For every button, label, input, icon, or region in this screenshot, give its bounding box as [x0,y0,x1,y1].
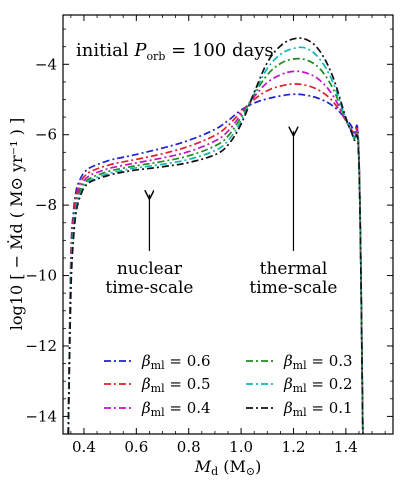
plot-frame [62,14,394,435]
x-tick-label: 0.4 [72,438,96,456]
x-tick-label: 1.0 [229,438,253,456]
legend: βml = 0.6 βml = 0.5 βml = 0.4 βml = 0.3 βml … [104,352,353,419]
ticks-layer: 0.4 0.6 0.8 1.0 1.2 1.4 −14 −12 −10 −8 −6 −4 [25,15,393,456]
x-tick-label: 0.6 [124,438,148,456]
legend-label-6: βml = 0.1 [283,399,353,419]
y-axis-label: log10 [ − Ṁd ( M⊙ yr⁻¹ ) ] [6,118,26,330]
legend-label-5: βml = 0.2 [283,375,353,395]
y-tick-label: −10 [25,267,57,285]
y-tick-label: −12 [25,337,57,355]
annotation-text-2: time-scale [249,278,337,298]
annotation-text-1: time-scale [105,278,193,298]
legend-label-4: βml = 0.3 [283,352,353,372]
series-line-5 [67,46,364,434]
legend-label-1: βml = 0.6 [141,352,211,372]
legend-label-3: βml = 0.4 [141,399,211,419]
annotation-text-1: nuclear [117,259,183,279]
x-tick-label: 1.2 [282,438,306,456]
y-tick-label: −4 [35,55,57,73]
x-axis-label: Md (M⊙) [194,457,262,478]
legend-label-2: βml = 0.5 [141,375,211,395]
y-tick-label: −8 [35,196,57,214]
x-tick-label: 1.4 [334,438,358,456]
chart-title: initial Porb = 100 days [76,40,274,63]
y-tick-label: −14 [25,407,57,425]
x-tick-label: 0.8 [177,438,201,456]
y-tick-label: −6 [35,126,57,144]
series-line-3 [67,70,364,434]
series-line-1 [67,93,364,434]
series-line-2 [67,83,364,434]
series-layer [67,37,364,434]
annotation-text-2: thermal [260,259,328,279]
series-line-6 [67,37,364,434]
series-line-4 [67,57,364,434]
